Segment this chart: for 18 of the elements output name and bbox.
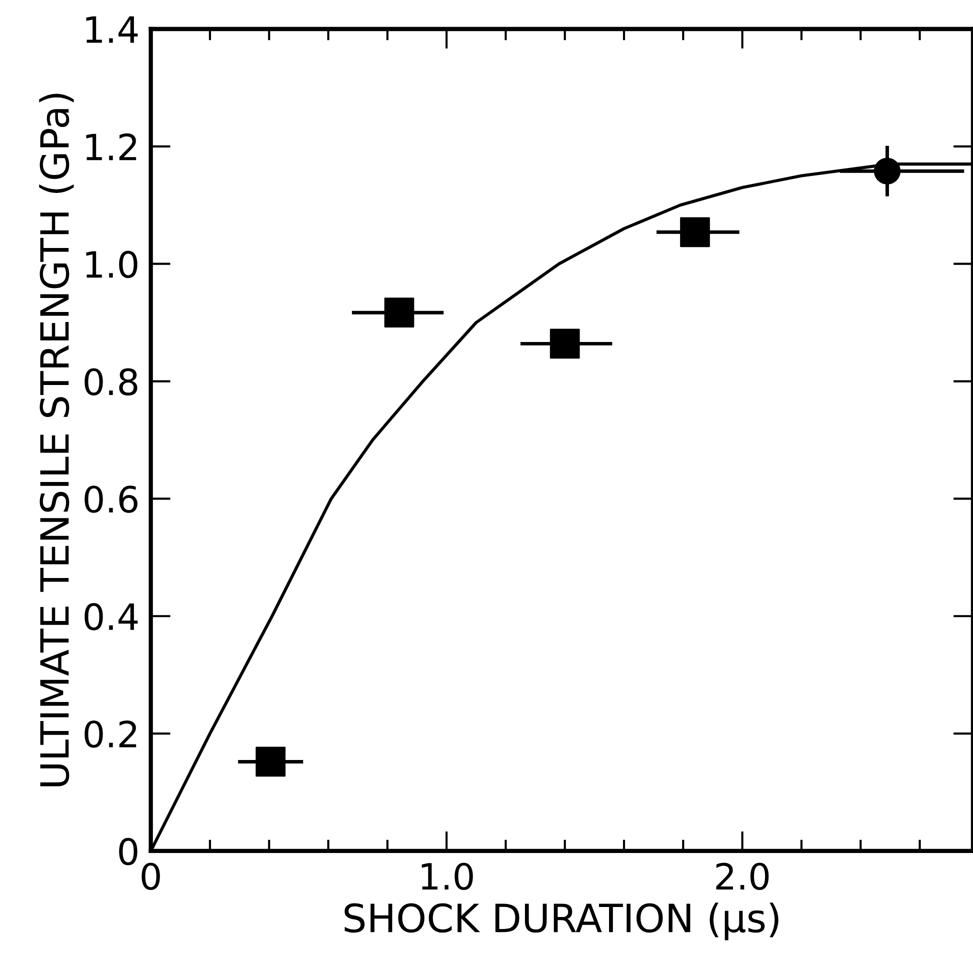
point bbox=[680, 217, 710, 248]
y-axis-title: ULTIMATE TENSILE STRENGTH (GPa) bbox=[39, 94, 74, 786]
y-tick-label: 0 bbox=[119, 838, 138, 866]
y-tick-label: 0.4 bbox=[84, 603, 138, 630]
x-tick-label: 2.0 bbox=[716, 862, 769, 890]
y-tick-label: 0.2 bbox=[84, 720, 136, 748]
point bbox=[550, 328, 580, 359]
point bbox=[256, 746, 286, 777]
y-tick-label: 1.4 bbox=[86, 16, 138, 43]
y-tick-label: 1.2 bbox=[86, 133, 136, 160]
point bbox=[384, 298, 414, 328]
x-axis-title: SHOCK DURATION (μs) bbox=[344, 902, 778, 940]
x-tick-label: 0 bbox=[142, 862, 160, 890]
x-tick-label: 1.0 bbox=[422, 862, 473, 890]
y-tick-label: 1.0 bbox=[86, 250, 138, 278]
point bbox=[874, 158, 901, 184]
y-tick-label: 0.6 bbox=[84, 486, 138, 513]
y-tick-label: 0.8 bbox=[84, 368, 138, 396]
